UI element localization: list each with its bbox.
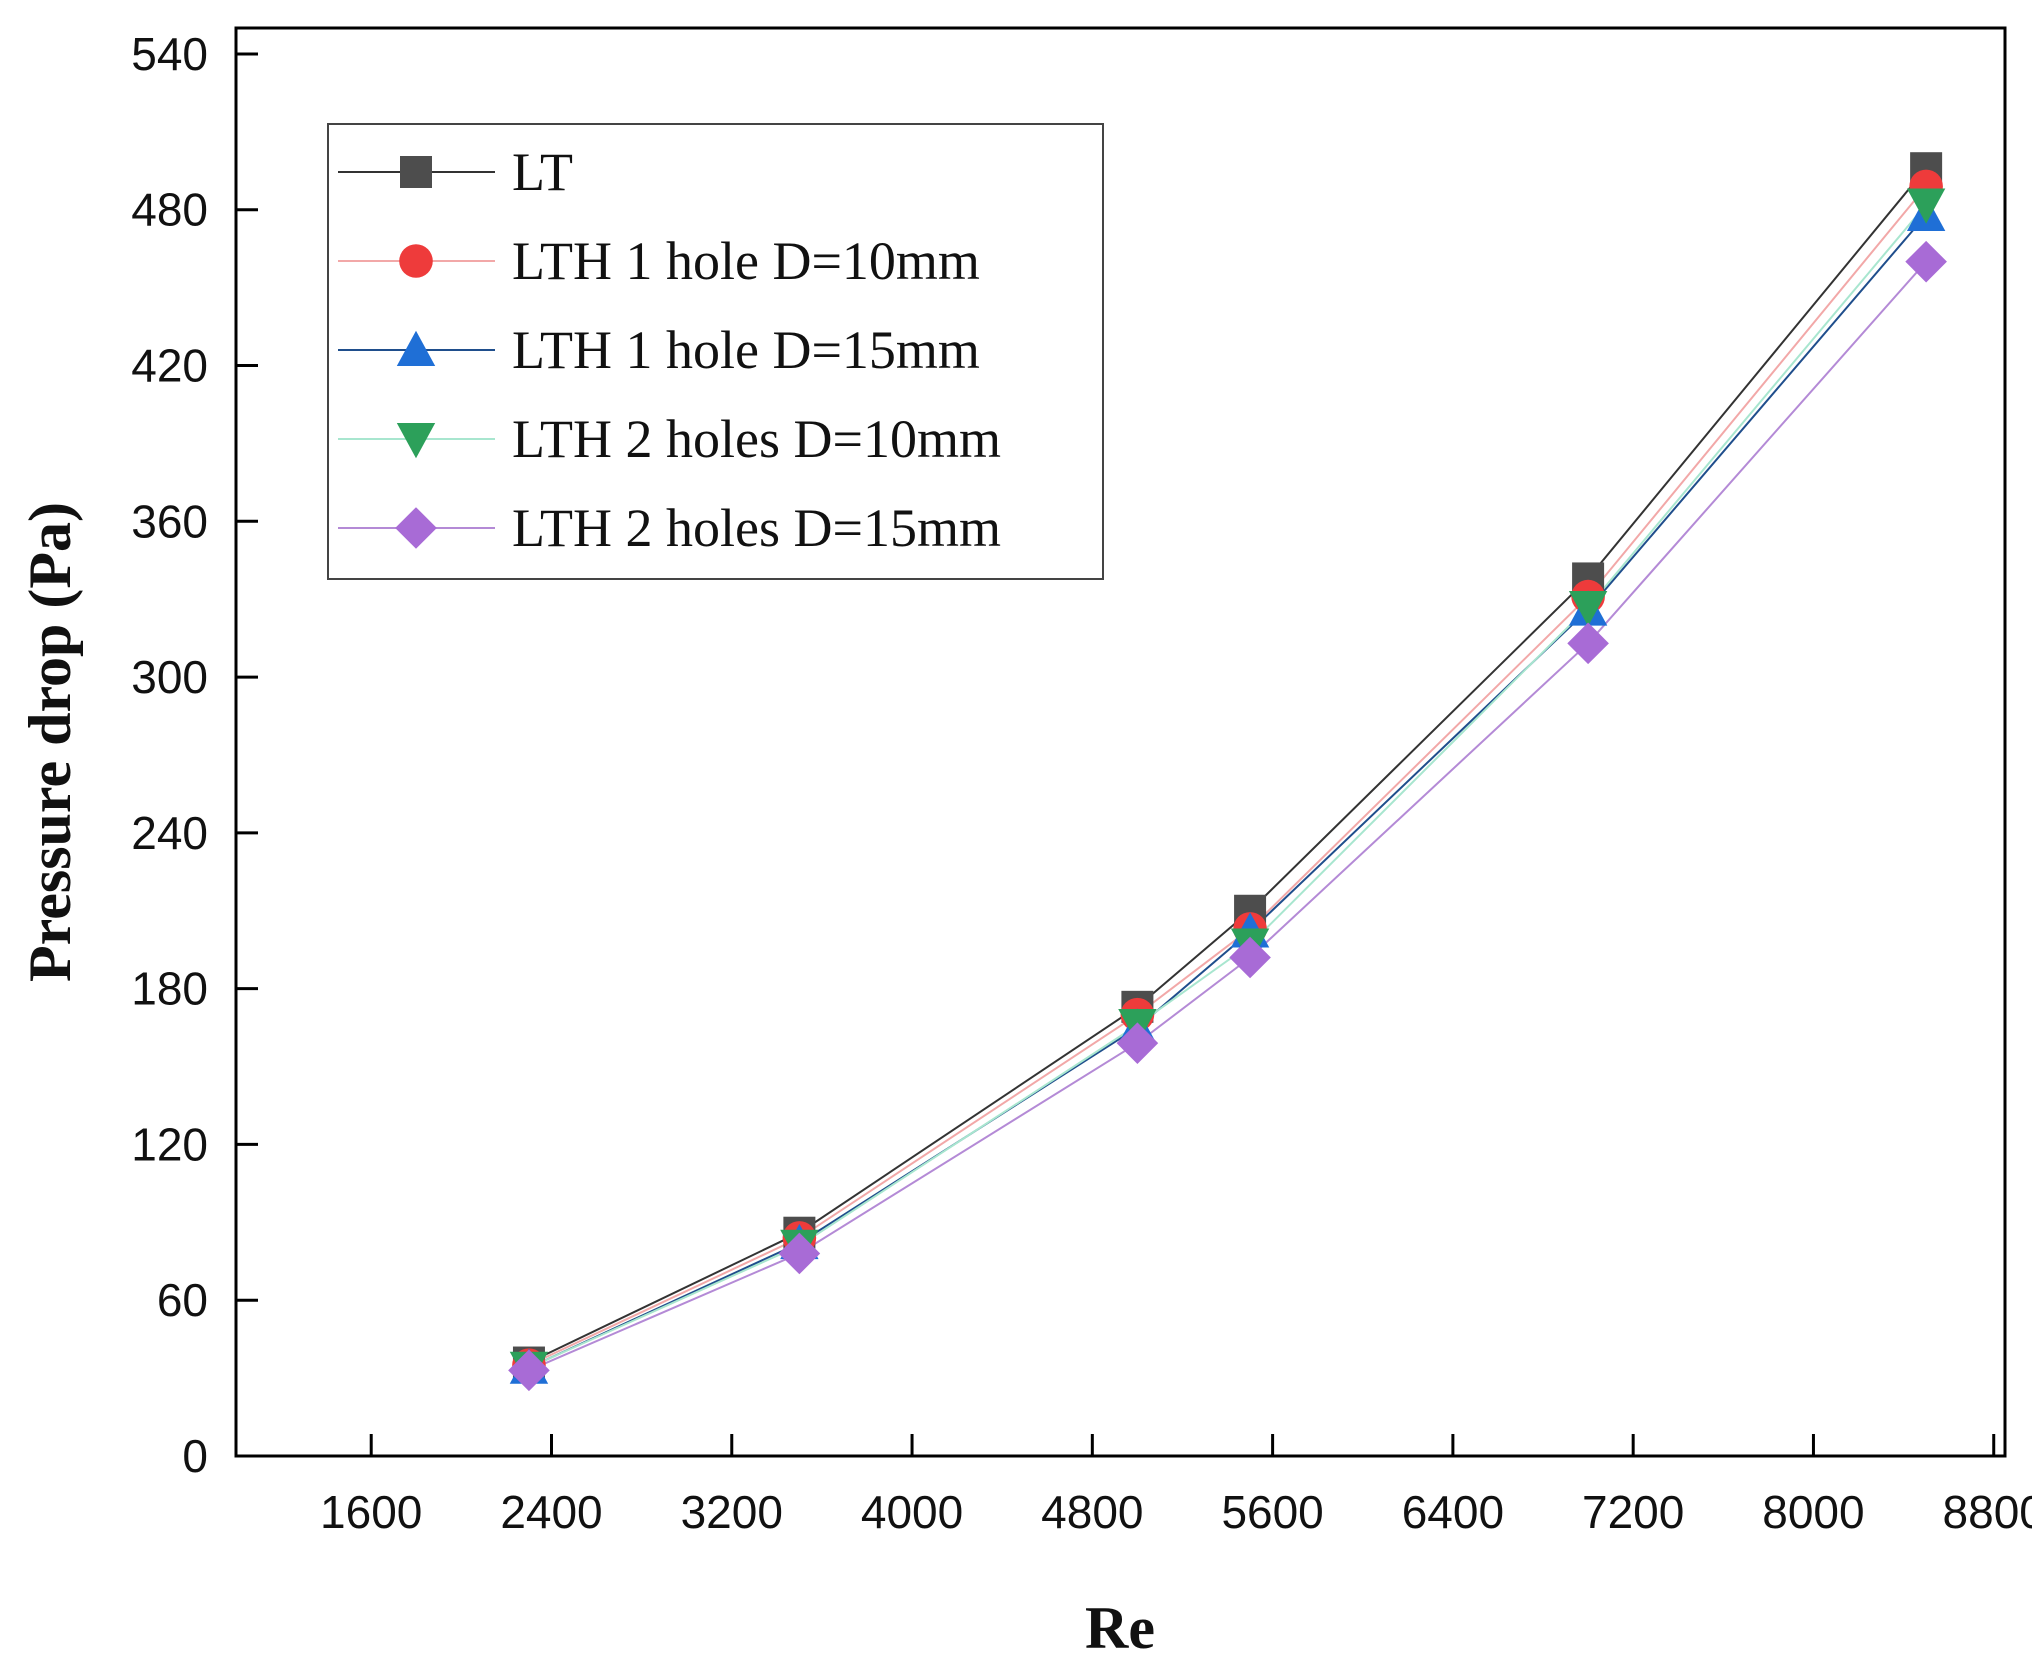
x-tick-label: 3200 xyxy=(681,1486,783,1538)
series-markers xyxy=(508,152,1947,1392)
y-tick-label: 0 xyxy=(182,1430,208,1482)
legend-box xyxy=(327,123,1104,580)
legend: LT LTH 1 hole D=10mm LTH 1 hole D=15mm LTH … xyxy=(327,123,1104,580)
series-line-2 xyxy=(528,214,1927,1369)
y-axis-title: Pressure drop (Pa) xyxy=(17,502,83,982)
legend-marker-0 xyxy=(400,156,432,188)
y-tick-label: 300 xyxy=(131,651,208,703)
y-tick-label: 240 xyxy=(131,807,208,859)
y-tick-label: 480 xyxy=(131,184,208,236)
data-point-series-4 xyxy=(1905,240,1947,283)
data-point-series-3 xyxy=(1568,590,1608,627)
x-tick-label: 6400 xyxy=(1402,1486,1504,1538)
legend-marker-3 xyxy=(396,423,436,459)
y-tick-label: 420 xyxy=(131,340,208,392)
series-line-1 xyxy=(528,185,1927,1367)
legend-label-1: LTH 1 hole D=10mm xyxy=(512,231,980,291)
x-axis-title: Re xyxy=(1085,1595,1155,1661)
data-point-series-4 xyxy=(508,1349,550,1392)
legend-entries: LT LTH 1 hole D=10mm LTH 1 hole D=15mm LTH … xyxy=(338,142,1001,558)
series-lines xyxy=(528,167,1927,1372)
data-point-series-3 xyxy=(1906,188,1946,224)
series-line-4 xyxy=(528,261,1927,1372)
data-point-series-4 xyxy=(1567,622,1609,665)
plot-frame xyxy=(234,26,2007,1458)
legend-label-3: LTH 2 holes D=10mm xyxy=(512,409,1001,469)
x-tick-label: 1600 xyxy=(320,1486,422,1538)
x-tick-label: 2400 xyxy=(500,1486,602,1538)
x-tick-label: 5600 xyxy=(1221,1486,1323,1538)
series-line-3 xyxy=(528,203,1927,1369)
y-tick-label: 540 xyxy=(131,28,208,80)
legend-label-2: LTH 1 hole D=15mm xyxy=(512,320,980,380)
x-tick-label: 8000 xyxy=(1762,1486,1864,1538)
axis-ticks: 1600 2400 3200 4000 4800 5600 6400 7200 8000 880 0… xyxy=(131,28,2032,1538)
data-point-series-4 xyxy=(1229,936,1271,979)
y-tick-label: 360 xyxy=(131,495,208,547)
y-tick-label: 120 xyxy=(131,1118,208,1170)
legend-marker-4 xyxy=(395,507,437,549)
x-tick-label: 4000 xyxy=(861,1486,963,1538)
legend-marker-1 xyxy=(399,244,433,278)
data-point-series-4 xyxy=(1116,1022,1159,1064)
legend-marker-2 xyxy=(396,330,436,366)
x-tick-label: 4800 xyxy=(1041,1486,1143,1538)
y-tick-label: 180 xyxy=(131,963,208,1015)
x-tick-label: 7200 xyxy=(1582,1486,1684,1538)
data-point-series-4 xyxy=(778,1232,821,1275)
legend-label-0: LT xyxy=(512,142,573,202)
legend-label-4: LTH 2 holes D=15mm xyxy=(512,498,1001,558)
series-line-0 xyxy=(528,167,1927,1364)
y-tick-label: 60 xyxy=(157,1274,208,1326)
